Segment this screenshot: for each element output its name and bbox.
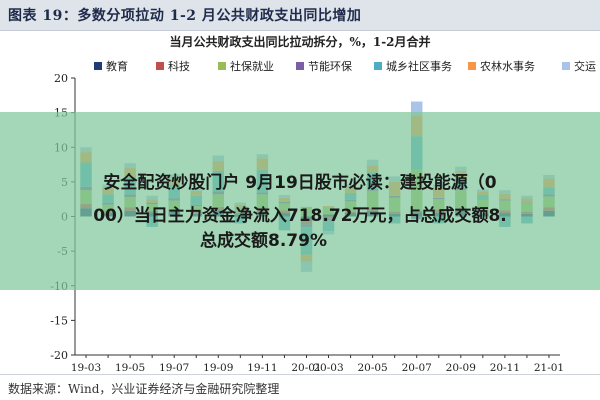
figure-header-bar [0,0,600,31]
overlay-headline-line3[interactable]: 总成交额8.79% [200,231,327,251]
legend-label: 教育 [106,59,128,73]
legend-label: 科技 [168,59,190,73]
legend-label: 城乡社区事务 [386,59,452,73]
legend-label: 农林水事务 [480,59,535,73]
legend-swatch [94,62,102,70]
y-tick-label: -15 [50,314,68,327]
bar-segment [410,101,423,116]
x-tick-label: 20-03 [313,362,343,374]
legend-swatch [296,62,304,70]
footer-divider [0,374,600,375]
x-tick-label: 19-03 [71,362,101,374]
overlay-headline-line2[interactable]: 00）当日主力资金净流入718.72万元，占总成交额8. [93,206,507,226]
legend-label: 社保就业 [230,59,274,73]
y-tick-label: -20 [50,349,68,362]
legend-swatch [374,62,382,70]
legend-swatch [156,62,164,70]
legend-swatch [218,62,226,70]
x-tick-label: 20-05 [357,362,387,374]
x-tick-label: 21-01 [534,362,564,374]
x-tick-label: 19-09 [203,362,233,374]
overlay-headline-line1[interactable]: 安全配资炒股门户 9月19日股市必读：建投能源（0 [103,173,497,193]
chart-title: 当月公共财政支出同比拉动拆分，%，1-2月合并 [169,35,431,49]
legend-swatch [468,62,476,70]
legend-label: 节能环保 [308,59,352,73]
source-note: 数据来源：Wind，兴业证券经济与金融研究院整理 [8,382,280,396]
y-tick-label: 20 [54,72,68,85]
legend: 教育 科技 社保就业 节能环保 城乡社区事务 农林水事务 交运 [94,59,596,73]
x-tick-label: 19-11 [247,362,277,374]
x-tick-label: 19-05 [115,362,145,374]
x-tick-label: 20-09 [446,362,476,374]
x-tick-label: 20-01 [291,362,321,374]
legend-swatch [562,62,570,70]
legend-label: 交运 [574,59,596,73]
figure-title: 图表 19：多数分项拉动 1-2 月公共财政支出同比增加 [8,8,362,24]
overlay-banner [0,112,600,290]
x-tick-label: 20-07 [402,362,432,374]
x-tick-label: 20-11 [490,362,520,374]
x-tick-label: 19-07 [159,362,189,374]
